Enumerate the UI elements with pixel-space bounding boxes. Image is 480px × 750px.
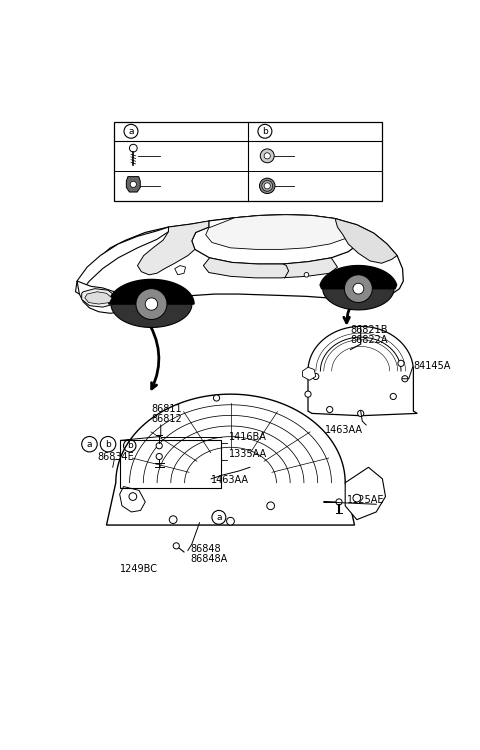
Circle shape	[312, 374, 319, 380]
Text: b: b	[262, 127, 268, 136]
Text: 86821B: 86821B	[350, 325, 388, 334]
Circle shape	[267, 502, 275, 510]
Polygon shape	[323, 268, 394, 310]
Text: 1416BA: 1416BA	[229, 431, 267, 442]
Text: a: a	[87, 440, 92, 448]
Circle shape	[169, 516, 177, 524]
Polygon shape	[111, 280, 192, 328]
Text: 1125AE: 1125AE	[347, 496, 384, 506]
Polygon shape	[192, 214, 360, 264]
Circle shape	[145, 298, 157, 310]
Circle shape	[353, 494, 360, 502]
Text: 84219E: 84219E	[296, 181, 333, 190]
Circle shape	[260, 178, 275, 194]
Circle shape	[264, 183, 270, 189]
Text: 86869: 86869	[162, 181, 192, 190]
Text: 86848: 86848	[190, 544, 221, 554]
Circle shape	[264, 153, 270, 159]
Text: 86834E: 86834E	[97, 452, 134, 461]
Text: a: a	[128, 127, 134, 136]
Text: a: a	[216, 513, 222, 522]
Text: 1463AA: 1463AA	[211, 475, 249, 484]
Circle shape	[304, 272, 309, 277]
Polygon shape	[335, 218, 397, 263]
Polygon shape	[137, 221, 209, 274]
Polygon shape	[308, 326, 417, 416]
Polygon shape	[126, 177, 140, 192]
Text: 1335AA: 1335AA	[229, 448, 267, 458]
Polygon shape	[204, 258, 337, 278]
Polygon shape	[85, 292, 112, 304]
Circle shape	[156, 442, 162, 448]
Polygon shape	[120, 487, 145, 512]
Polygon shape	[109, 280, 194, 304]
Polygon shape	[82, 289, 116, 308]
Text: 1249BC: 1249BC	[120, 564, 158, 574]
Circle shape	[262, 181, 273, 191]
Circle shape	[353, 284, 364, 294]
Text: 1463AA: 1463AA	[325, 425, 363, 435]
Circle shape	[227, 518, 234, 525]
Text: 86811: 86811	[152, 404, 182, 414]
Text: 84145A: 84145A	[413, 361, 451, 370]
Circle shape	[305, 391, 311, 398]
Text: 84220U: 84220U	[296, 151, 334, 160]
Text: b: b	[105, 440, 111, 448]
Text: 86819: 86819	[162, 151, 192, 160]
Bar	[114, 122, 382, 202]
Circle shape	[358, 410, 364, 416]
Circle shape	[136, 289, 167, 320]
Circle shape	[129, 493, 137, 500]
Circle shape	[336, 499, 342, 505]
Text: 86848A: 86848A	[190, 554, 228, 564]
Circle shape	[345, 274, 372, 302]
Circle shape	[260, 149, 274, 163]
Bar	[120, 440, 221, 488]
Circle shape	[130, 182, 136, 188]
Circle shape	[390, 394, 396, 400]
Circle shape	[398, 360, 404, 367]
Circle shape	[326, 406, 333, 412]
Polygon shape	[302, 368, 316, 380]
Polygon shape	[345, 467, 385, 520]
Text: 86812: 86812	[152, 414, 182, 424]
Circle shape	[402, 376, 408, 382]
Polygon shape	[79, 214, 403, 302]
Circle shape	[173, 543, 180, 549]
Text: b: b	[127, 441, 132, 450]
Polygon shape	[206, 214, 350, 250]
Polygon shape	[77, 281, 126, 314]
Polygon shape	[320, 266, 396, 289]
Circle shape	[130, 144, 137, 152]
Circle shape	[214, 395, 220, 401]
Circle shape	[156, 454, 162, 460]
Polygon shape	[175, 266, 186, 274]
Polygon shape	[107, 394, 355, 525]
Text: 86822A: 86822A	[350, 334, 388, 345]
Polygon shape	[75, 227, 168, 294]
